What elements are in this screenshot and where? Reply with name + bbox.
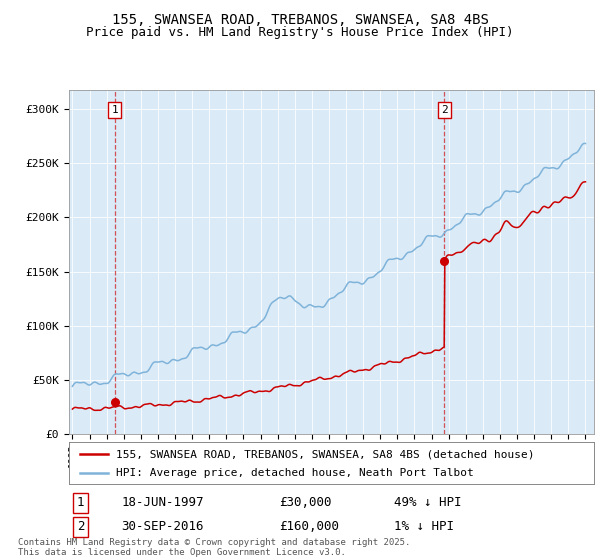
Text: 2: 2 [77, 520, 84, 534]
Text: 1% ↓ HPI: 1% ↓ HPI [395, 520, 455, 534]
Text: 18-JUN-1997: 18-JUN-1997 [121, 496, 204, 510]
Text: 2: 2 [441, 105, 448, 115]
Text: £30,000: £30,000 [279, 496, 331, 510]
Text: Contains HM Land Registry data © Crown copyright and database right 2025.
This d: Contains HM Land Registry data © Crown c… [18, 538, 410, 557]
Text: 30-SEP-2016: 30-SEP-2016 [121, 520, 204, 534]
Text: £160,000: £160,000 [279, 520, 339, 534]
Text: 155, SWANSEA ROAD, TREBANOS, SWANSEA, SA8 4BS (detached house): 155, SWANSEA ROAD, TREBANOS, SWANSEA, SA… [116, 449, 535, 459]
Text: 49% ↓ HPI: 49% ↓ HPI [395, 496, 462, 510]
Text: 155, SWANSEA ROAD, TREBANOS, SWANSEA, SA8 4BS: 155, SWANSEA ROAD, TREBANOS, SWANSEA, SA… [112, 13, 488, 27]
Text: 1: 1 [77, 496, 84, 510]
Text: HPI: Average price, detached house, Neath Port Talbot: HPI: Average price, detached house, Neat… [116, 469, 474, 478]
Text: Price paid vs. HM Land Registry's House Price Index (HPI): Price paid vs. HM Land Registry's House … [86, 26, 514, 39]
Text: 1: 1 [111, 105, 118, 115]
